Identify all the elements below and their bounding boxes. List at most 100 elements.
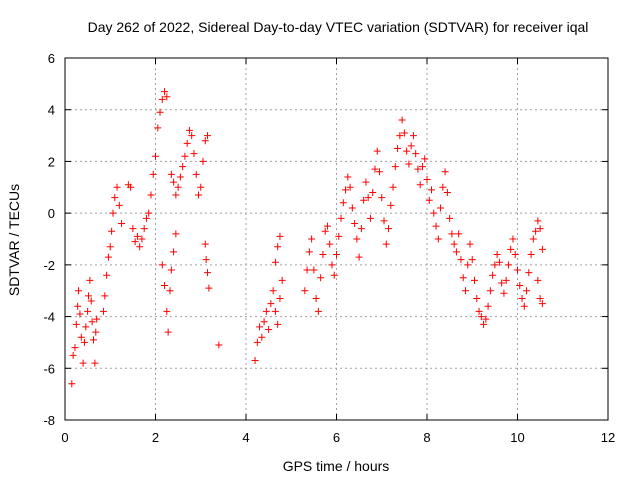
data-point [276,232,284,240]
data-point [527,251,535,259]
data-point [373,147,381,155]
data-point [475,307,483,315]
x-tick-label: 12 [601,430,615,445]
data-point [473,294,481,302]
data-point [85,292,93,300]
data-point [502,276,510,284]
data-point [204,269,212,277]
data-point [362,178,370,186]
data-point [461,287,469,295]
data-point [450,240,458,248]
data-point [351,219,359,227]
data-point [385,225,393,233]
data-point [71,344,79,352]
data-point [434,235,442,243]
data-point [525,269,533,277]
data-point [172,230,180,238]
data-point [387,201,395,209]
data-point [389,183,397,191]
data-point [446,214,454,222]
data-point [215,341,223,349]
data-points [68,88,546,388]
data-point [439,183,447,191]
data-point [258,333,266,341]
x-tick-label: 2 [152,430,159,445]
data-point [154,124,162,132]
data-point [109,209,117,217]
data-point [308,235,316,243]
data-point [509,235,517,243]
data-point [464,261,472,269]
data-point [278,276,286,284]
data-point [416,181,424,189]
data-point [170,248,178,256]
data-point [104,253,112,261]
x-tick-label: 8 [423,430,430,445]
x-tick-label: 6 [333,430,340,445]
data-point [319,251,327,259]
data-point [265,326,273,333]
y-tick-label: -6 [43,361,55,376]
data-point [498,279,506,287]
data-point [360,196,368,204]
data-point [403,147,411,155]
data-point [378,194,386,202]
data-point [158,261,166,269]
data-point [500,289,508,297]
data-point [103,271,111,279]
data-point [164,328,172,336]
data-point [414,165,422,173]
data-point [199,157,207,165]
data-point [86,276,94,284]
data-point [335,232,343,240]
data-point [133,232,141,240]
x-tick-label: 10 [510,430,524,445]
data-point [328,261,336,269]
x-axis-label: GPS time / hours [283,458,390,474]
data-point [428,186,436,194]
data-point [346,183,354,191]
data-point [520,302,528,310]
data-point [421,155,429,163]
y-tick-label: -2 [43,258,55,273]
data-point [507,245,515,253]
data-point [342,186,350,194]
data-point [369,188,377,196]
data-point [274,243,282,251]
data-point [161,88,169,96]
data-point [516,282,524,290]
data-point [69,351,77,359]
y-tick-label: -8 [43,413,55,428]
data-point [190,150,198,158]
data-point [394,145,402,152]
data-point [364,194,372,202]
data-point [511,251,519,259]
data-point [183,139,191,147]
data-point [76,310,84,318]
data-point [256,323,264,331]
grid-lines [65,58,608,420]
data-point [355,253,363,261]
data-point [88,318,96,326]
data-point [179,163,187,171]
data-point [176,173,184,181]
chart-title: Day 262 of 2022, Sidereal Day-to-day VTE… [88,19,589,35]
data-point [418,163,426,171]
data-point [489,271,497,279]
data-point [482,315,490,323]
data-point [271,258,279,266]
x-tick-label: 4 [242,430,249,445]
data-point [163,93,171,101]
data-point [93,315,101,323]
data-point [538,300,546,308]
data-point [452,248,460,256]
data-point [158,95,166,103]
data-point [514,266,521,274]
data-point [466,240,474,248]
data-point [491,261,499,269]
y-tick-label: 6 [48,51,55,66]
data-point [253,338,261,346]
data-point [87,297,95,305]
data-point [400,129,408,137]
